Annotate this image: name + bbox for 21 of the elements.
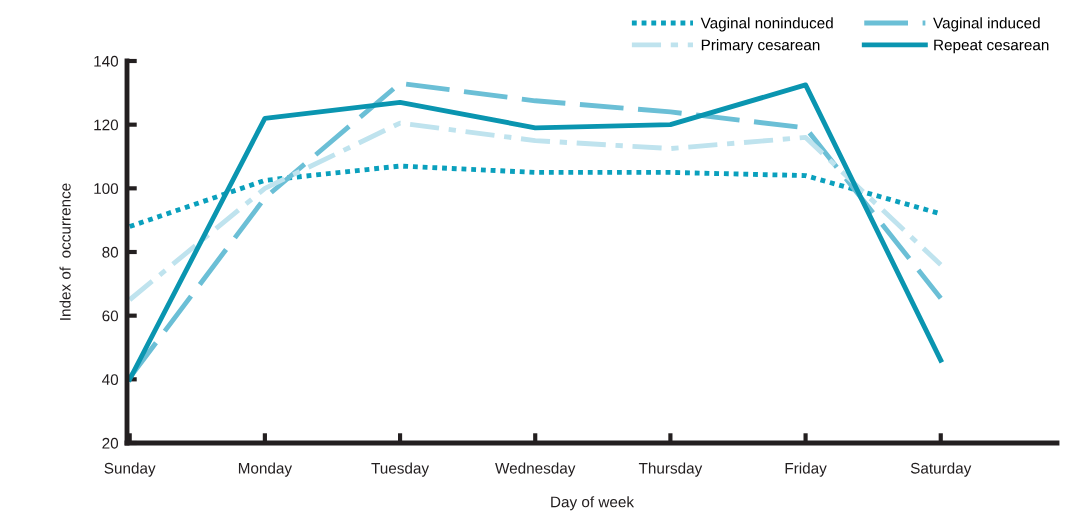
y-tick-label: 60	[102, 310, 119, 322]
legend-label: Vaginal induced	[933, 17, 1040, 32]
x-tick-label: Saturday	[910, 462, 972, 477]
y-tick-label: 140	[94, 55, 119, 67]
x-tick-label: Tuesday	[371, 462, 430, 477]
y-axis-title: Index of occurrence	[59, 183, 71, 320]
y-tick-label: 80	[102, 246, 119, 258]
y-tick-label: 40	[102, 374, 119, 386]
y-tick-label: 100	[94, 183, 119, 195]
line-series	[127, 120, 944, 303]
legend-label: Repeat cesarean	[934, 39, 1049, 54]
y-tick-label: 120	[94, 119, 119, 131]
x-tick-label: Friday	[785, 462, 827, 477]
x-axis-title: Day of week	[551, 496, 635, 511]
legend-label: Vaginal noninduced	[700, 17, 833, 32]
y-tick-label: 20	[102, 437, 119, 449]
x-tick-label: Sunday	[104, 462, 156, 477]
x-tick-label: Thursday	[638, 462, 703, 477]
legend-label: Primary cesarean	[701, 39, 820, 54]
x-tick-label: Wednesday	[495, 462, 576, 477]
x-tick-label: Monday	[238, 462, 293, 477]
